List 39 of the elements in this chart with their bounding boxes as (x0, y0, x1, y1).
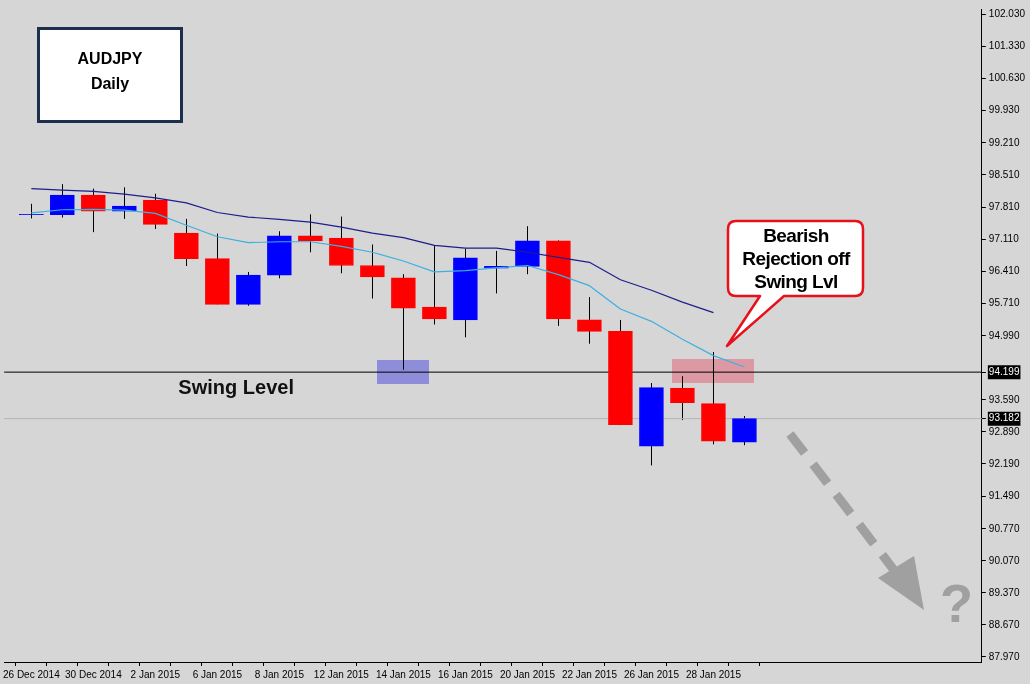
x-tick-label: 16 Jan 2015 (437, 668, 494, 680)
y-tick-label: 99.930 (988, 103, 1020, 115)
y-tick-label: 101.330 (988, 39, 1026, 51)
y-tick-label: 90.070 (988, 554, 1020, 566)
y-tick-label: 97.110 (988, 232, 1020, 244)
y-tick-label: 88.670 (988, 618, 1020, 630)
y-tick-label: 93.590 (988, 393, 1020, 405)
x-tick-label: 20 Jan 2015 (499, 668, 556, 680)
y-tick-label: 94.990 (988, 329, 1020, 341)
x-tick-label: 28 Jan 2015 (685, 668, 742, 680)
y-tick-label: 100.630 (988, 71, 1026, 83)
ref-line-label: Swing Level (178, 375, 294, 398)
y-tick-label: 95.710 (988, 296, 1020, 308)
x-tick-label: 12 Jan 2015 (313, 668, 370, 680)
text: AUDJPY (76, 50, 144, 68)
y-tick-label: 96.410 (988, 264, 1020, 276)
y-tick-label: 98.510 (988, 168, 1020, 180)
text: Daily (89, 75, 131, 93)
x-tick-label: 14 Jan 2015 (375, 668, 432, 680)
x-tick-label: 6 Jan 2015 (192, 668, 243, 680)
y-tick-label: 99.210 (988, 136, 1020, 148)
y-tick-label: 92.890 (988, 425, 1020, 437)
y-tick-label: 97.810 (988, 200, 1020, 212)
y-tick-label: 102.030 (988, 7, 1026, 19)
y-tick-label: 92.190 (988, 457, 1020, 469)
y-tick-label: 90.770 (988, 522, 1020, 534)
y-tick-label: 93.182 (988, 412, 1020, 424)
x-tick-label: 22 Jan 2015 (561, 668, 618, 680)
x-tick-label: 8 Jan 2015 (254, 668, 305, 680)
text: ? (940, 572, 973, 634)
x-tick-label: 2 Jan 2015 (130, 668, 181, 680)
y-tick-label: 91.490 (988, 489, 1020, 501)
annotation: Bearish Rejection off Swing Lvl (741, 224, 852, 293)
y-tick-label: 94.199 (988, 365, 1020, 377)
y-tick-label: 89.370 (988, 586, 1020, 598)
y-tick-label: 87.970 (988, 650, 1020, 662)
x-tick-label: 26 Jan 2015 (623, 668, 680, 680)
x-tick-label: 30 Dec 2014 (65, 668, 123, 680)
x-tick-label: 26 Dec 2014 (3, 668, 61, 680)
